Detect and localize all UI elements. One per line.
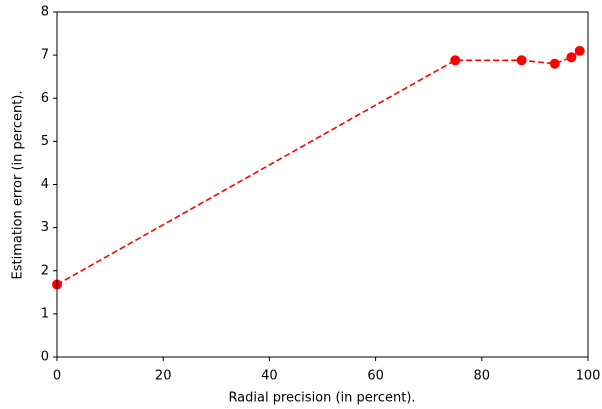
marker — [450, 55, 461, 66]
y-tick-label: 2 — [41, 263, 49, 278]
marker — [566, 52, 577, 63]
y-tick-label: 7 — [41, 48, 49, 63]
x-tick-label: 60 — [367, 369, 384, 384]
x-tick-label: 40 — [261, 369, 278, 384]
y-tick-label: 3 — [41, 220, 49, 235]
x-tick-label: 0 — [53, 369, 61, 384]
y-tick-label: 5 — [41, 134, 49, 149]
plot-frame — [56, 11, 589, 358]
x-tick-label: 100 — [576, 369, 601, 384]
y-axis-label: Estimation error (in percent). — [11, 90, 26, 279]
x-axis-label: Radial precision (in percent). — [228, 391, 415, 406]
y-tick-label: 0 — [41, 350, 49, 365]
line — [56, 50, 581, 286]
marker — [574, 45, 585, 56]
y-tick-label: 1 — [41, 306, 49, 321]
marker — [516, 55, 527, 66]
y-tick-label: 6 — [41, 91, 49, 106]
y-tick-label: 4 — [41, 177, 49, 192]
marker — [549, 58, 560, 69]
y-tick-label: 8 — [41, 5, 49, 20]
x-tick-label: 80 — [474, 369, 491, 384]
x-tick-label: 20 — [155, 369, 172, 384]
